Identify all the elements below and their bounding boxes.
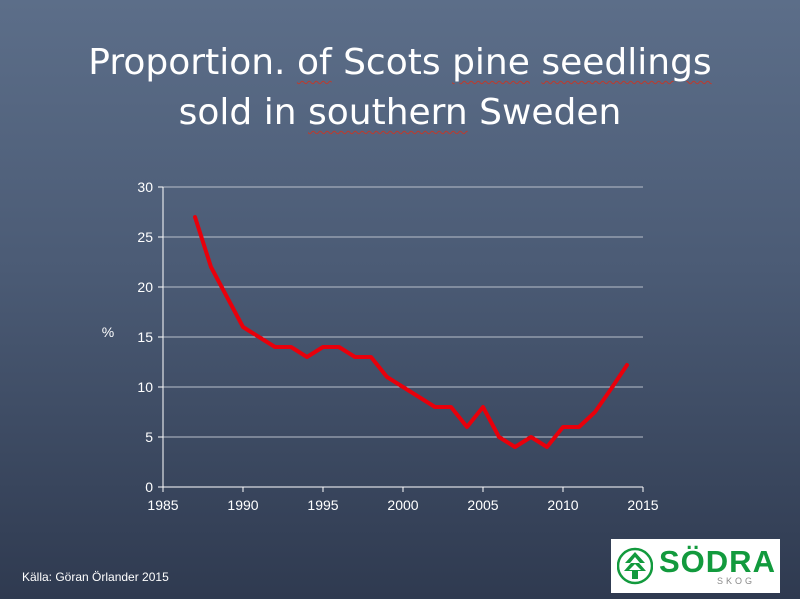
- x-tick-label: 2005: [467, 497, 498, 513]
- data-point: [385, 375, 389, 379]
- data-point: [545, 445, 549, 449]
- logo-name: SÖDRA: [659, 544, 776, 579]
- logo-subtitle: SKOG: [717, 576, 756, 586]
- data-point: [593, 410, 597, 414]
- data-point: [513, 445, 517, 449]
- data-point: [449, 405, 453, 409]
- slide-title: Proportion. of Scots pine seedlings sold …: [0, 38, 800, 138]
- data-point: [577, 425, 581, 429]
- x-tick-label: 2010: [547, 497, 578, 513]
- data-point: [225, 295, 229, 299]
- data-point: [289, 345, 293, 349]
- data-point: [609, 387, 613, 391]
- title-part: of: [296, 42, 332, 83]
- data-point: [433, 405, 437, 409]
- title-part: pine: [452, 42, 530, 83]
- data-point: [529, 435, 533, 439]
- title-part: sold in: [178, 92, 308, 133]
- data-point: [337, 345, 341, 349]
- data-point: [353, 355, 357, 359]
- y-tick-label: 20: [137, 279, 153, 295]
- y-axis-label: %: [102, 324, 114, 340]
- data-point: [321, 345, 325, 349]
- data-point: [497, 435, 501, 439]
- title-part: Proportion.: [88, 42, 297, 83]
- title-part: southern: [307, 92, 468, 133]
- data-line: [193, 215, 629, 449]
- x-tick-label: 2000: [387, 497, 418, 513]
- y-tick-label: 0: [145, 479, 153, 495]
- data-point: [401, 385, 405, 389]
- x-tick-label: 1985: [147, 497, 178, 513]
- title-part: Scots: [331, 42, 453, 83]
- data-point: [193, 215, 197, 219]
- x-tick-label: 1990: [227, 497, 258, 513]
- data-point: [209, 265, 213, 269]
- data-point: [241, 325, 245, 329]
- source-note: Källa: Göran Örlander 2015: [22, 570, 169, 584]
- sodra-logo: SÖDRA SKOG: [611, 539, 780, 593]
- y-tick-label: 15: [137, 329, 153, 345]
- data-point: [417, 395, 421, 399]
- y-tick-label: 5: [145, 429, 153, 445]
- y-tick-label: 10: [137, 379, 153, 395]
- y-tick-label: 25: [137, 229, 153, 245]
- data-point: [369, 355, 373, 359]
- data-point: [625, 363, 629, 367]
- data-point: [561, 425, 565, 429]
- data-point: [273, 345, 277, 349]
- title-part: seedlings: [541, 42, 712, 83]
- data-point: [465, 425, 469, 429]
- tree-logo-icon: [617, 547, 653, 585]
- data-point: [305, 355, 309, 359]
- title-part: Sweden: [467, 92, 622, 133]
- x-tick-label: 1995: [307, 497, 338, 513]
- data-point: [257, 335, 261, 339]
- x-tick-label: 2015: [627, 497, 658, 513]
- data-point: [481, 405, 485, 409]
- y-tick-label: 30: [137, 179, 153, 195]
